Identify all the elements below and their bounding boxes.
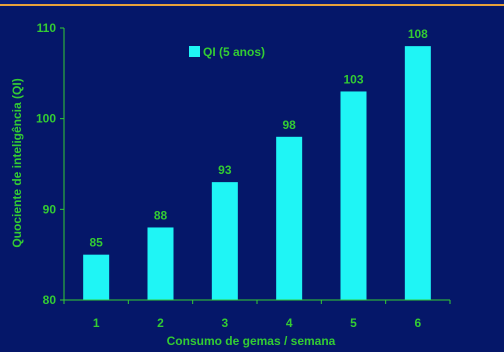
x-axis-ticks: 1 2 3 4 5 6 [63,300,451,330]
x-tick-label: 1 [93,316,100,330]
y-axis-label: Quociente de inteligência (QI) [10,78,24,247]
top-accent-rule [0,4,504,6]
data-label: 93 [218,163,232,177]
x-tick-label: 4 [286,316,293,330]
bar [276,136,303,300]
bar [404,46,431,301]
legend: QI (5 anos) [189,45,265,59]
bar [83,254,110,300]
data-label: 85 [89,236,103,250]
bar [340,91,367,300]
data-label: 98 [282,118,296,132]
data-label: 88 [154,208,168,222]
bars [83,46,431,301]
data-label: 103 [343,72,363,86]
x-tick-label: 2 [157,316,164,330]
x-axis-label: Consumo de gemas / semana [167,334,336,348]
data-labels: 85 88 93 98 103 108 [89,27,428,250]
y-tick-label: 90 [43,202,57,216]
y-axis-ticks: 80 90 100 110 [36,21,64,307]
x-tick-label: 6 [414,316,421,330]
legend-swatch [189,46,200,57]
y-tick-label: 110 [37,21,57,35]
y-tick-label: 80 [43,293,57,307]
x-tick-label: 3 [221,316,228,330]
bar [211,182,238,300]
data-label: 108 [408,27,428,41]
top-band [0,0,504,4]
legend-label: QI (5 anos) [203,45,265,59]
x-tick-label: 5 [350,316,357,330]
bar [147,227,174,300]
y-tick-label: 100 [36,112,56,126]
